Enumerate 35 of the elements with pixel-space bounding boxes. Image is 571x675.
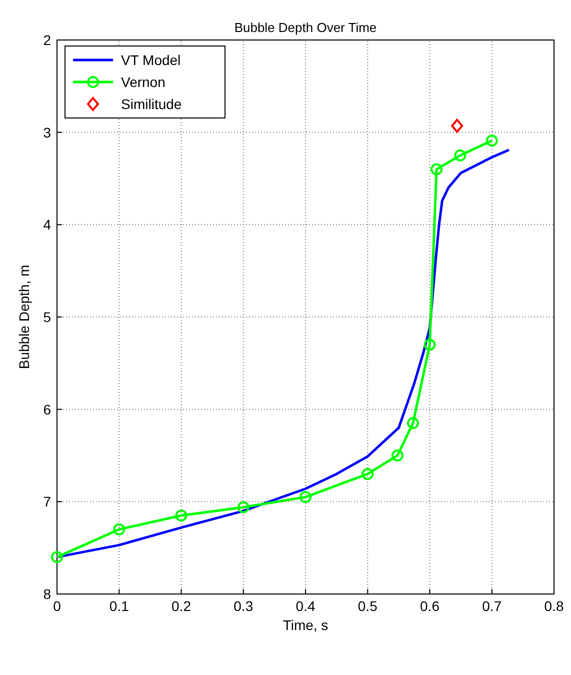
y-tick-label: 8 (43, 586, 52, 602)
point (113, 523, 126, 536)
x-tick-label: 0.1 (109, 598, 130, 614)
x-tick-label: 0.8 (544, 598, 564, 614)
x-axis-title: Time, s (282, 617, 328, 633)
point (406, 417, 419, 430)
point (391, 450, 404, 462)
y-tick-label: 6 (43, 401, 52, 418)
point (454, 149, 466, 162)
point (362, 468, 374, 480)
point (175, 510, 188, 522)
point (424, 338, 436, 351)
y-tick-label: 4 (43, 216, 52, 233)
x-tick-label: 0.7 (482, 598, 502, 614)
x-tick-label: 0 (53, 598, 62, 614)
legend-label: VT Model (121, 52, 181, 68)
y-axis-title: Bubble Depth, m (16, 264, 32, 370)
y-tick-label: 3 (43, 124, 52, 140)
y-tick-label: 5 (43, 309, 52, 325)
point (430, 163, 443, 176)
chart-title: Bubble Depth Over Time (234, 20, 377, 35)
legend-label: Vernon (121, 74, 166, 90)
point (486, 134, 498, 147)
y-tick-label: 2 (43, 32, 52, 48)
point (237, 501, 250, 514)
point (51, 551, 63, 564)
legend-label: Similitude (121, 96, 182, 112)
x-tick-label: 0.5 (358, 598, 378, 614)
x-tick-label: 0.3 (234, 598, 254, 614)
x-tick-label: 0.4 (296, 598, 316, 614)
x-tick-label: 0.6 (420, 598, 440, 614)
y-tick-label: 7 (43, 494, 52, 510)
point (300, 491, 312, 504)
x-tick-label: 0.2 (172, 598, 192, 614)
point (451, 118, 464, 133)
